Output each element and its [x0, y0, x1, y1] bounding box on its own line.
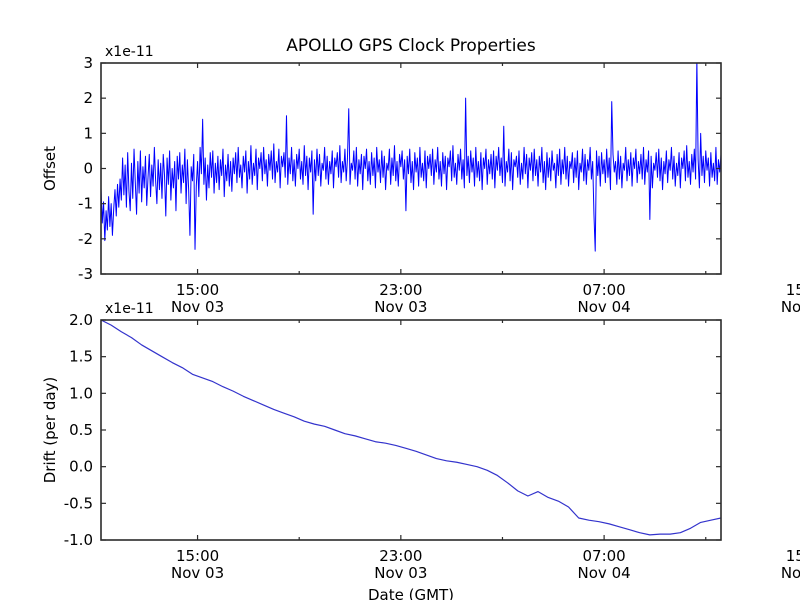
drift-plot-ytick-label: 2.0	[69, 311, 93, 329]
offset-plot-xtick-time: 07:00	[582, 281, 625, 299]
offset-plot-series-0	[101, 63, 721, 252]
offset-plot-xtick-time: 15:00	[786, 281, 800, 299]
offset-plot-frame	[100, 62, 722, 275]
drift-plot-ytick-label: 1.0	[69, 384, 93, 402]
drift-plot-y-exponent-label: x1e-11	[105, 301, 154, 317]
drift-plot-ytick-label: 0.5	[69, 421, 93, 439]
drift-plot-xtick-time: 07:00	[582, 547, 625, 565]
drift-plot-ytick-label: -1.0	[64, 531, 93, 549]
offset-plot-ytick-label: 2	[83, 89, 93, 107]
drift-plot-frame	[100, 319, 722, 541]
offset-plot-xtick-time: 23:00	[379, 281, 422, 299]
drift-plot-xtick-date: Nov 03	[171, 564, 224, 582]
drift-plot-ylabel: Drift (per day)	[41, 377, 59, 484]
offset-plot-ytick-label: 0	[83, 160, 93, 178]
offset-plot-y-exponent-label: x1e-11	[105, 44, 154, 60]
offset-plot-xtick-date: Nov 03	[171, 298, 224, 316]
drift-plot-xtick-time: 15:00	[176, 547, 219, 565]
offset-plot-xtick-time: 15:00	[176, 281, 219, 299]
drift-plot-xtick-date: Nov 04	[578, 564, 631, 582]
drift-plot-xtick-date: Nov 03	[374, 564, 427, 582]
drift-plot-ytick-label: 0.0	[69, 458, 93, 476]
offset-plot-ytick-label: -3	[78, 265, 93, 283]
offset-plot-ytick-label: -1	[78, 195, 93, 213]
drift-plot-xlabel: Date (GMT)	[368, 586, 454, 600]
offset-plot-ytick-label: -2	[78, 230, 93, 248]
drift-plot-series-0	[101, 320, 721, 536]
drift-plot-xtick-date: Nov 04	[781, 564, 800, 582]
offset-plot-xtick-date: Nov 04	[781, 298, 800, 316]
offset-plot-title: APOLLO GPS Clock Properties	[286, 36, 536, 56]
drift-plot-xtick-time: 23:00	[379, 547, 422, 565]
drift-plot-xtick-time: 15:00	[786, 547, 800, 565]
offset-plot-xtick-date: Nov 04	[578, 298, 631, 316]
offset-plot-ylabel: Offset	[41, 146, 59, 191]
offset-plot-ytick-label: 1	[83, 124, 93, 142]
offset-plot-xtick-date: Nov 03	[374, 298, 427, 316]
offset-plot-ytick-label: 3	[83, 54, 93, 72]
drift-plot-ytick-label: 1.5	[69, 348, 93, 366]
drift-plot-ytick-label: -0.5	[64, 494, 93, 512]
